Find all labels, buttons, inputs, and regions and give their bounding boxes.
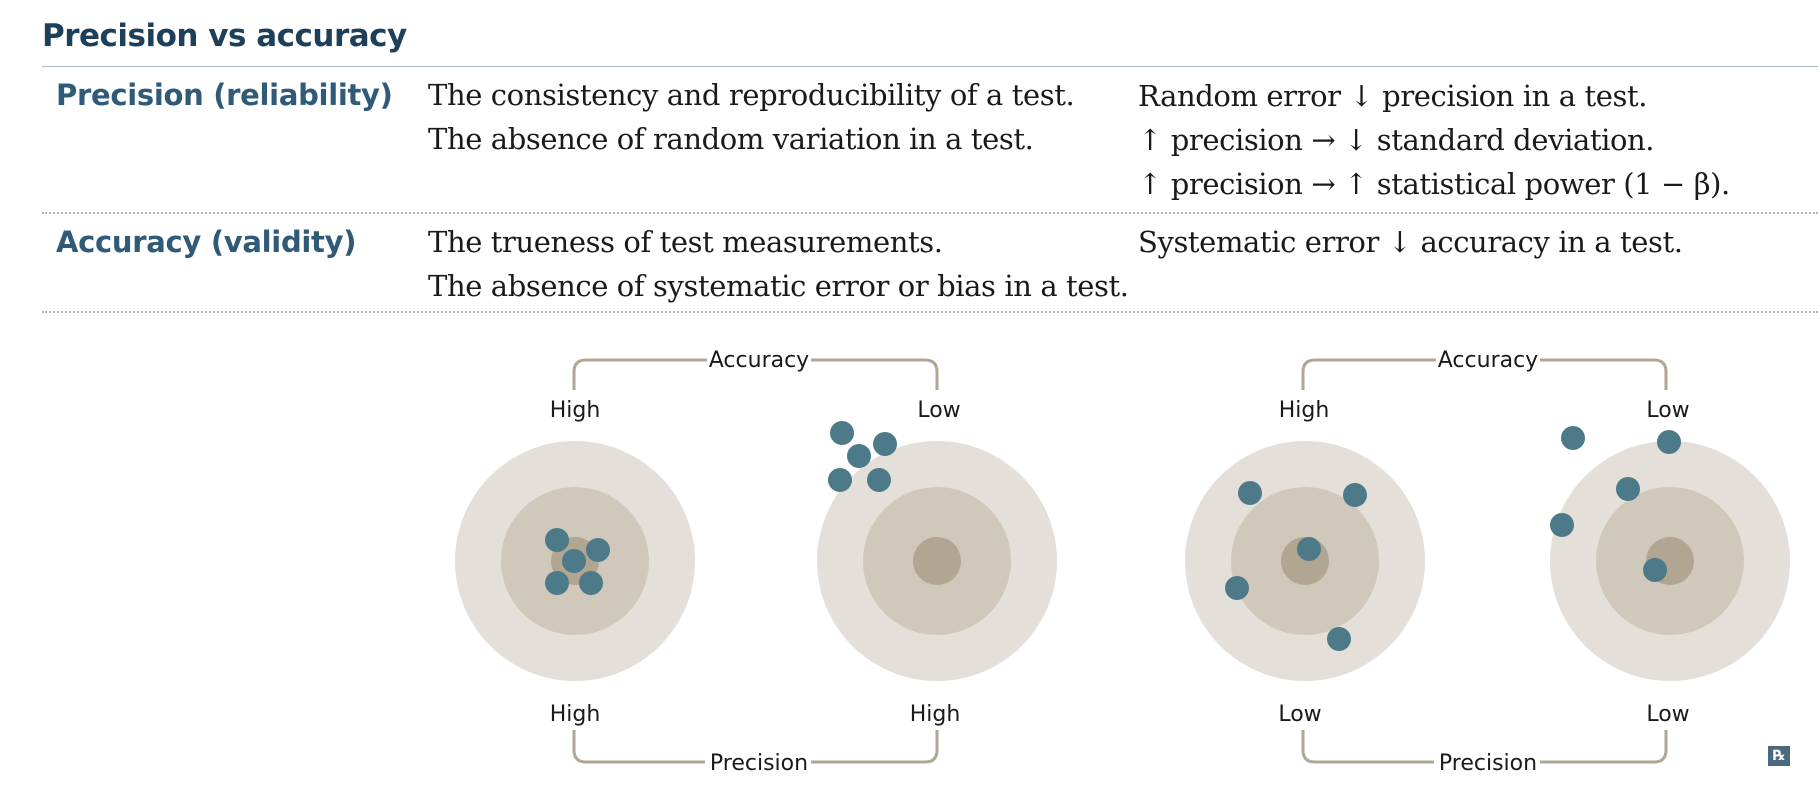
data-point bbox=[1225, 576, 1249, 600]
data-point bbox=[562, 549, 586, 573]
data-point bbox=[586, 538, 610, 562]
target-precision-label: Low bbox=[1278, 702, 1321, 727]
data-point bbox=[1657, 430, 1681, 454]
precision-note-line: ↑ precision → ↑ statistical power (1 − β… bbox=[1138, 167, 1730, 201]
data-point bbox=[545, 571, 569, 595]
target-accuracy-label: High bbox=[1279, 398, 1330, 423]
target-accuracy-label: Low bbox=[1646, 398, 1689, 423]
data-point bbox=[1238, 481, 1262, 505]
page-title: Precision vs accuracy bbox=[42, 18, 407, 54]
precision-note-line: Random error ↓ precision in a test. bbox=[1138, 79, 1648, 113]
data-point bbox=[867, 468, 891, 492]
accuracy-bracket bbox=[572, 358, 939, 390]
data-point bbox=[1327, 627, 1351, 651]
precision-label: Precision bbox=[710, 751, 808, 776]
data-point bbox=[847, 444, 871, 468]
row-divider bbox=[42, 212, 1818, 214]
accuracy-definition-line: The absence of systematic error or bias … bbox=[428, 269, 1129, 303]
data-point bbox=[1297, 537, 1321, 561]
data-point bbox=[579, 571, 603, 595]
prescription-rx-icon: ℞ bbox=[1768, 746, 1790, 766]
target-high-accuracy-low-precision bbox=[1185, 441, 1425, 681]
precision-bracket bbox=[572, 730, 939, 764]
data-point bbox=[1561, 426, 1585, 450]
target-low-accuracy-high-precision bbox=[817, 421, 1057, 681]
diagram-panel-right: Accuracy High Low Low Low Precision bbox=[1185, 348, 1790, 776]
data-point bbox=[1616, 477, 1640, 501]
accuracy-label: Accuracy bbox=[1438, 348, 1538, 373]
target-precision-label: High bbox=[550, 702, 601, 727]
target-precision-label: Low bbox=[1646, 702, 1689, 727]
accuracy-note-line: Systematic error ↓ accuracy in a test. bbox=[1138, 225, 1683, 259]
precision-bracket bbox=[1301, 730, 1668, 764]
term-accuracy: Accuracy (validity) bbox=[56, 225, 357, 259]
data-point bbox=[545, 528, 569, 552]
diagram-panel-left: Accuracy High Low High High Precision bbox=[455, 348, 1057, 776]
accuracy-label: Accuracy bbox=[709, 348, 809, 373]
precision-label: Precision bbox=[1439, 751, 1537, 776]
title-divider bbox=[42, 66, 1818, 67]
target-accuracy-label: High bbox=[550, 398, 601, 423]
accuracy-definition-line: The trueness of test measurements. bbox=[428, 225, 943, 259]
data-point bbox=[830, 421, 854, 445]
row-divider bbox=[42, 311, 1818, 313]
accuracy-bracket bbox=[1301, 358, 1668, 390]
target-low-accuracy-low-precision bbox=[1550, 426, 1790, 681]
data-point bbox=[873, 432, 897, 456]
precision-definition-line: The consistency and reproducibility of a… bbox=[428, 78, 1075, 112]
target-bullseye bbox=[913, 537, 961, 585]
data-point bbox=[1643, 558, 1667, 582]
term-precision: Precision (reliability) bbox=[56, 78, 393, 112]
target-precision-label: High bbox=[910, 702, 961, 727]
precision-definition-line: The absence of random variation in a tes… bbox=[428, 122, 1034, 156]
data-point bbox=[828, 468, 852, 492]
data-point bbox=[1343, 483, 1367, 507]
target-accuracy-label: Low bbox=[917, 398, 960, 423]
data-point bbox=[1550, 513, 1574, 537]
target-high-accuracy-high-precision bbox=[455, 441, 695, 681]
precision-note-line: ↑ precision → ↓ standard deviation. bbox=[1138, 123, 1655, 157]
